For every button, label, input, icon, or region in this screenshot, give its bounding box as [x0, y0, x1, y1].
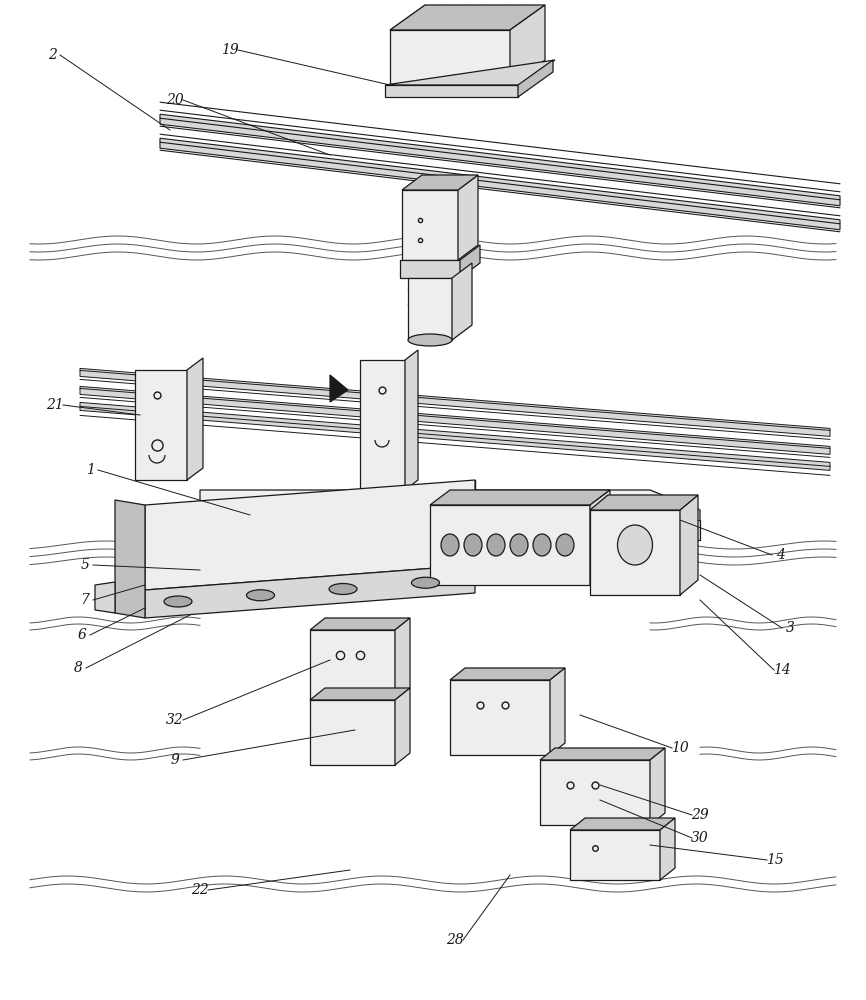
Polygon shape	[400, 260, 460, 278]
Text: 28: 28	[446, 933, 464, 947]
Polygon shape	[518, 60, 553, 97]
Text: 32: 32	[166, 713, 184, 727]
Polygon shape	[360, 360, 405, 490]
Ellipse shape	[411, 577, 440, 588]
Polygon shape	[145, 480, 475, 590]
Polygon shape	[330, 375, 348, 402]
Polygon shape	[570, 818, 675, 830]
Polygon shape	[550, 668, 565, 755]
Polygon shape	[402, 190, 458, 260]
Polygon shape	[540, 760, 650, 825]
Polygon shape	[450, 680, 550, 755]
Ellipse shape	[479, 501, 501, 509]
Polygon shape	[200, 490, 700, 540]
Ellipse shape	[617, 525, 652, 565]
Ellipse shape	[164, 596, 192, 607]
Polygon shape	[395, 688, 410, 765]
Polygon shape	[405, 350, 418, 490]
Polygon shape	[385, 85, 518, 97]
Polygon shape	[590, 490, 610, 585]
Polygon shape	[430, 505, 590, 585]
Polygon shape	[590, 510, 680, 595]
Ellipse shape	[441, 534, 459, 556]
Polygon shape	[80, 386, 830, 454]
Ellipse shape	[556, 534, 574, 556]
Text: 8: 8	[74, 661, 82, 675]
Polygon shape	[310, 618, 410, 630]
Polygon shape	[80, 402, 830, 470]
Polygon shape	[80, 368, 830, 436]
Polygon shape	[160, 114, 840, 206]
Text: 29: 29	[691, 808, 709, 822]
Text: 5: 5	[81, 558, 89, 572]
Ellipse shape	[510, 534, 528, 556]
Polygon shape	[390, 30, 510, 85]
Ellipse shape	[533, 534, 551, 556]
Polygon shape	[660, 818, 675, 880]
Text: 20: 20	[166, 93, 184, 107]
Polygon shape	[540, 748, 665, 760]
Polygon shape	[115, 500, 145, 618]
Text: 19: 19	[221, 43, 239, 57]
Polygon shape	[385, 60, 555, 85]
Text: 9: 9	[171, 753, 179, 767]
Text: 22: 22	[191, 883, 209, 897]
Ellipse shape	[339, 506, 361, 514]
Text: 2: 2	[48, 48, 56, 62]
Text: 4: 4	[776, 548, 785, 562]
Polygon shape	[430, 490, 610, 505]
Ellipse shape	[549, 501, 571, 509]
Ellipse shape	[487, 534, 505, 556]
Text: 3: 3	[785, 621, 794, 635]
Polygon shape	[310, 630, 395, 700]
Text: 7: 7	[81, 593, 89, 607]
Ellipse shape	[247, 590, 275, 601]
Ellipse shape	[408, 334, 452, 346]
Text: 30: 30	[691, 831, 709, 845]
Text: 14: 14	[773, 663, 791, 677]
Polygon shape	[135, 370, 187, 480]
Polygon shape	[95, 582, 115, 613]
Text: 15: 15	[766, 853, 784, 867]
Ellipse shape	[409, 506, 431, 514]
Polygon shape	[460, 245, 480, 278]
Polygon shape	[390, 5, 545, 30]
Polygon shape	[590, 495, 698, 510]
Polygon shape	[408, 278, 452, 340]
Text: 1: 1	[86, 463, 94, 477]
Polygon shape	[200, 520, 700, 540]
Text: 6: 6	[78, 628, 87, 642]
Polygon shape	[187, 358, 203, 480]
Polygon shape	[160, 138, 840, 230]
Text: 10: 10	[671, 741, 688, 755]
Polygon shape	[680, 495, 698, 595]
Polygon shape	[395, 618, 410, 700]
Ellipse shape	[464, 534, 482, 556]
Polygon shape	[570, 830, 660, 880]
Polygon shape	[402, 175, 478, 190]
Polygon shape	[458, 175, 478, 260]
Polygon shape	[510, 5, 545, 85]
Ellipse shape	[329, 584, 357, 594]
Polygon shape	[650, 748, 665, 825]
Polygon shape	[310, 688, 410, 700]
Polygon shape	[145, 565, 475, 618]
Polygon shape	[452, 263, 472, 340]
Polygon shape	[450, 668, 565, 680]
Text: 21: 21	[46, 398, 64, 412]
Ellipse shape	[450, 502, 490, 514]
Polygon shape	[310, 700, 395, 765]
